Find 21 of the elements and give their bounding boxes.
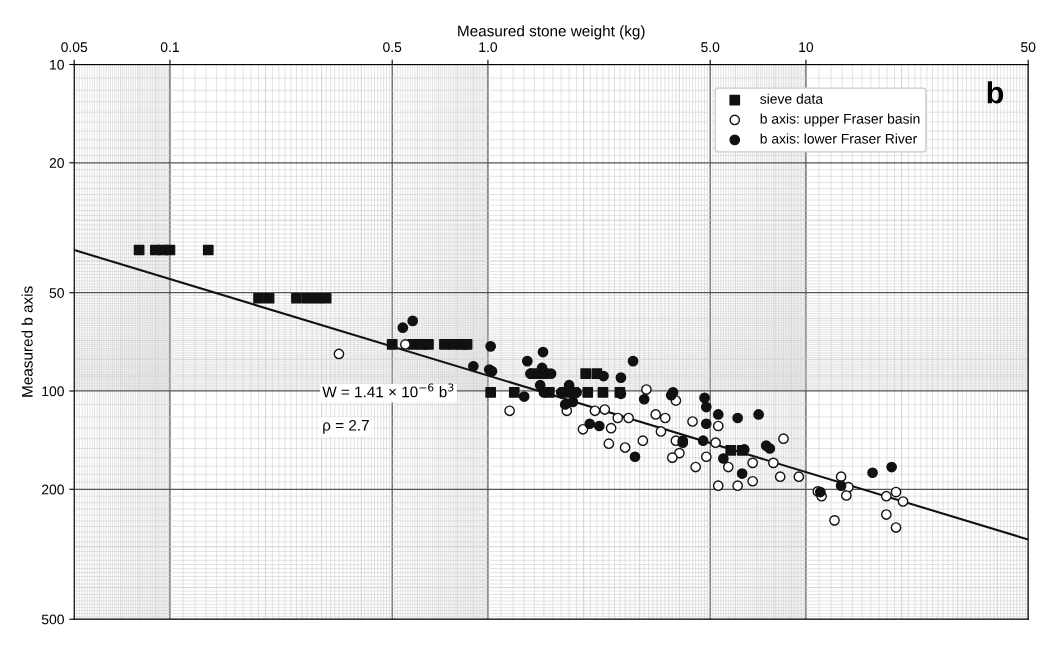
x-tick-label: 0.1 (160, 42, 179, 53)
y-axis-title: Measured b axis (21, 286, 33, 397)
annotation: ρ = 2.7 (323, 419, 369, 434)
x-tick-label: 0.5 (383, 42, 402, 53)
legend-label: b axis: upper Fraser basin (760, 113, 920, 127)
y-tick-label: 20 (49, 158, 64, 168)
x-tick-label: 10 (799, 42, 814, 53)
x-tick-label: 5.0 (701, 42, 720, 53)
legend-label: b axis: lower Fraser River (760, 133, 917, 144)
legend-label: sieve data (760, 93, 824, 104)
annotation: b (987, 81, 1004, 104)
annotation: W = 1.41 × 10$^{−6}$ b$^{3}$ (322, 383, 454, 398)
y-tick-label: 200 (42, 484, 64, 495)
y-tick-label: 10 (50, 59, 64, 70)
x-tick-label: 50 (1021, 42, 1036, 53)
x-tick-label: 0.05 (61, 42, 88, 53)
y-tick-label: 500 (41, 614, 64, 625)
y-tick-label: 100 (42, 386, 64, 397)
y-tick-label: 50 (49, 288, 64, 298)
x-axis-title: Measured stone weight (kg) (458, 25, 645, 40)
x-tick-label: 1.0 (479, 42, 498, 53)
